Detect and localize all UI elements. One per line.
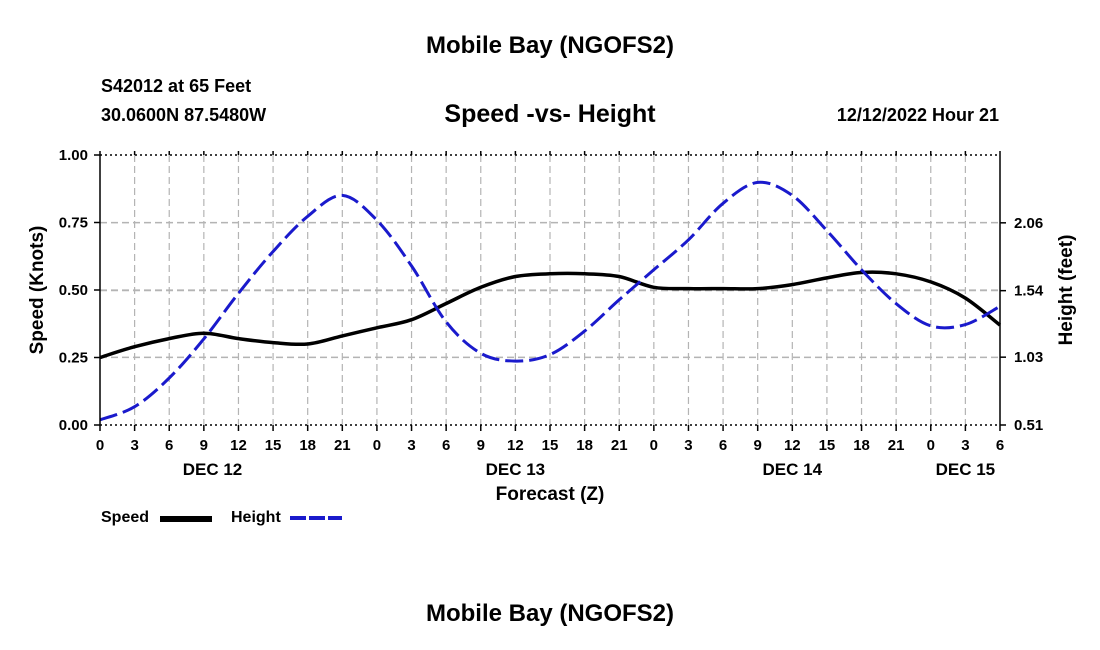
y-tick-label: 1.00: [59, 147, 88, 164]
legend-speed-label: Speed: [101, 509, 150, 526]
x-tick-label: 15: [265, 437, 282, 454]
speed-series-line: [99, 270, 1002, 360]
x-tick-label: 18: [576, 437, 593, 454]
y2-tick-label: 1.03: [1014, 349, 1043, 366]
x-tick-label: 3: [130, 437, 138, 454]
x-tick-label: 15: [542, 437, 559, 454]
y-tick-label: 0.75: [59, 215, 88, 232]
coordinates-label: 30.0600N 87.5480W: [101, 105, 267, 125]
date-label: DEC 12: [183, 460, 243, 479]
date-label: DEC 14: [763, 460, 823, 479]
x-tick-label: 3: [684, 437, 692, 454]
station-label: S42012 at 65 Feet: [101, 76, 252, 96]
axes: 0 3 6 9 12 15 18 21 0 3 6 9 12 15 18 21 0 3 6 9 12 15 18 21 0 3 6D…: [27, 147, 1077, 505]
legend-speed-swatch: [160, 516, 212, 522]
x-tick-label: 3: [407, 437, 415, 454]
date-label: DEC 15: [936, 460, 996, 479]
grid: [100, 155, 1000, 425]
legend-height-label: Height: [231, 509, 281, 526]
x-tick-label: 3: [961, 437, 969, 454]
x-tick-label: 18: [299, 437, 316, 454]
y-tick-label: 0.00: [59, 417, 88, 434]
x-tick-label: 21: [611, 437, 628, 454]
x-tick-label: 0: [927, 437, 935, 454]
y-tick-label: 0.25: [59, 350, 88, 367]
y2-tick-label: 1.54: [1014, 283, 1044, 300]
date-label: DEC 13: [486, 460, 546, 479]
x-tick-label: 12: [784, 437, 801, 454]
x-tick-label: 12: [507, 437, 524, 454]
chart-title: Speed -vs- Height: [444, 100, 656, 128]
footer-title: Mobile Bay (NGOFS2): [425, 600, 675, 627]
legend-height-swatch: [290, 516, 342, 520]
y2-tick-label: 0.51: [1014, 417, 1043, 434]
x-tick-label: 6: [996, 437, 1004, 454]
x-tick-label: 12: [230, 437, 247, 454]
x-tick-label: 6: [719, 437, 727, 454]
x-tick-label: 9: [477, 437, 485, 454]
x-tick-label: 6: [442, 437, 450, 454]
forecast-datetime: 12/12/2022 Hour 21: [836, 105, 999, 125]
x-tick-label: 0: [96, 437, 104, 454]
series-layer: [99, 180, 1002, 422]
x-tick-label: 15: [819, 437, 836, 454]
y2-axis-title: Height (feet): [1056, 235, 1077, 346]
x-tick-label: 0: [650, 437, 658, 454]
x-tick-label: 18: [853, 437, 870, 454]
x-tick-label: 21: [334, 437, 351, 454]
y2-tick-label: 2.06: [1014, 215, 1043, 232]
page-title: Mobile Bay (NGOFS2): [425, 32, 675, 59]
y-axis-title: Speed (Knots): [27, 226, 48, 355]
x-tick-label: 21: [888, 437, 905, 454]
x-axis-title: Forecast (Z): [496, 484, 605, 505]
x-tick-label: 6: [165, 437, 173, 454]
x-tick-label: 9: [200, 437, 208, 454]
height-series-line: [99, 180, 1001, 422]
x-tick-label: 0: [373, 437, 381, 454]
y-tick-label: 0.50: [59, 282, 88, 299]
x-tick-label: 9: [754, 437, 762, 454]
